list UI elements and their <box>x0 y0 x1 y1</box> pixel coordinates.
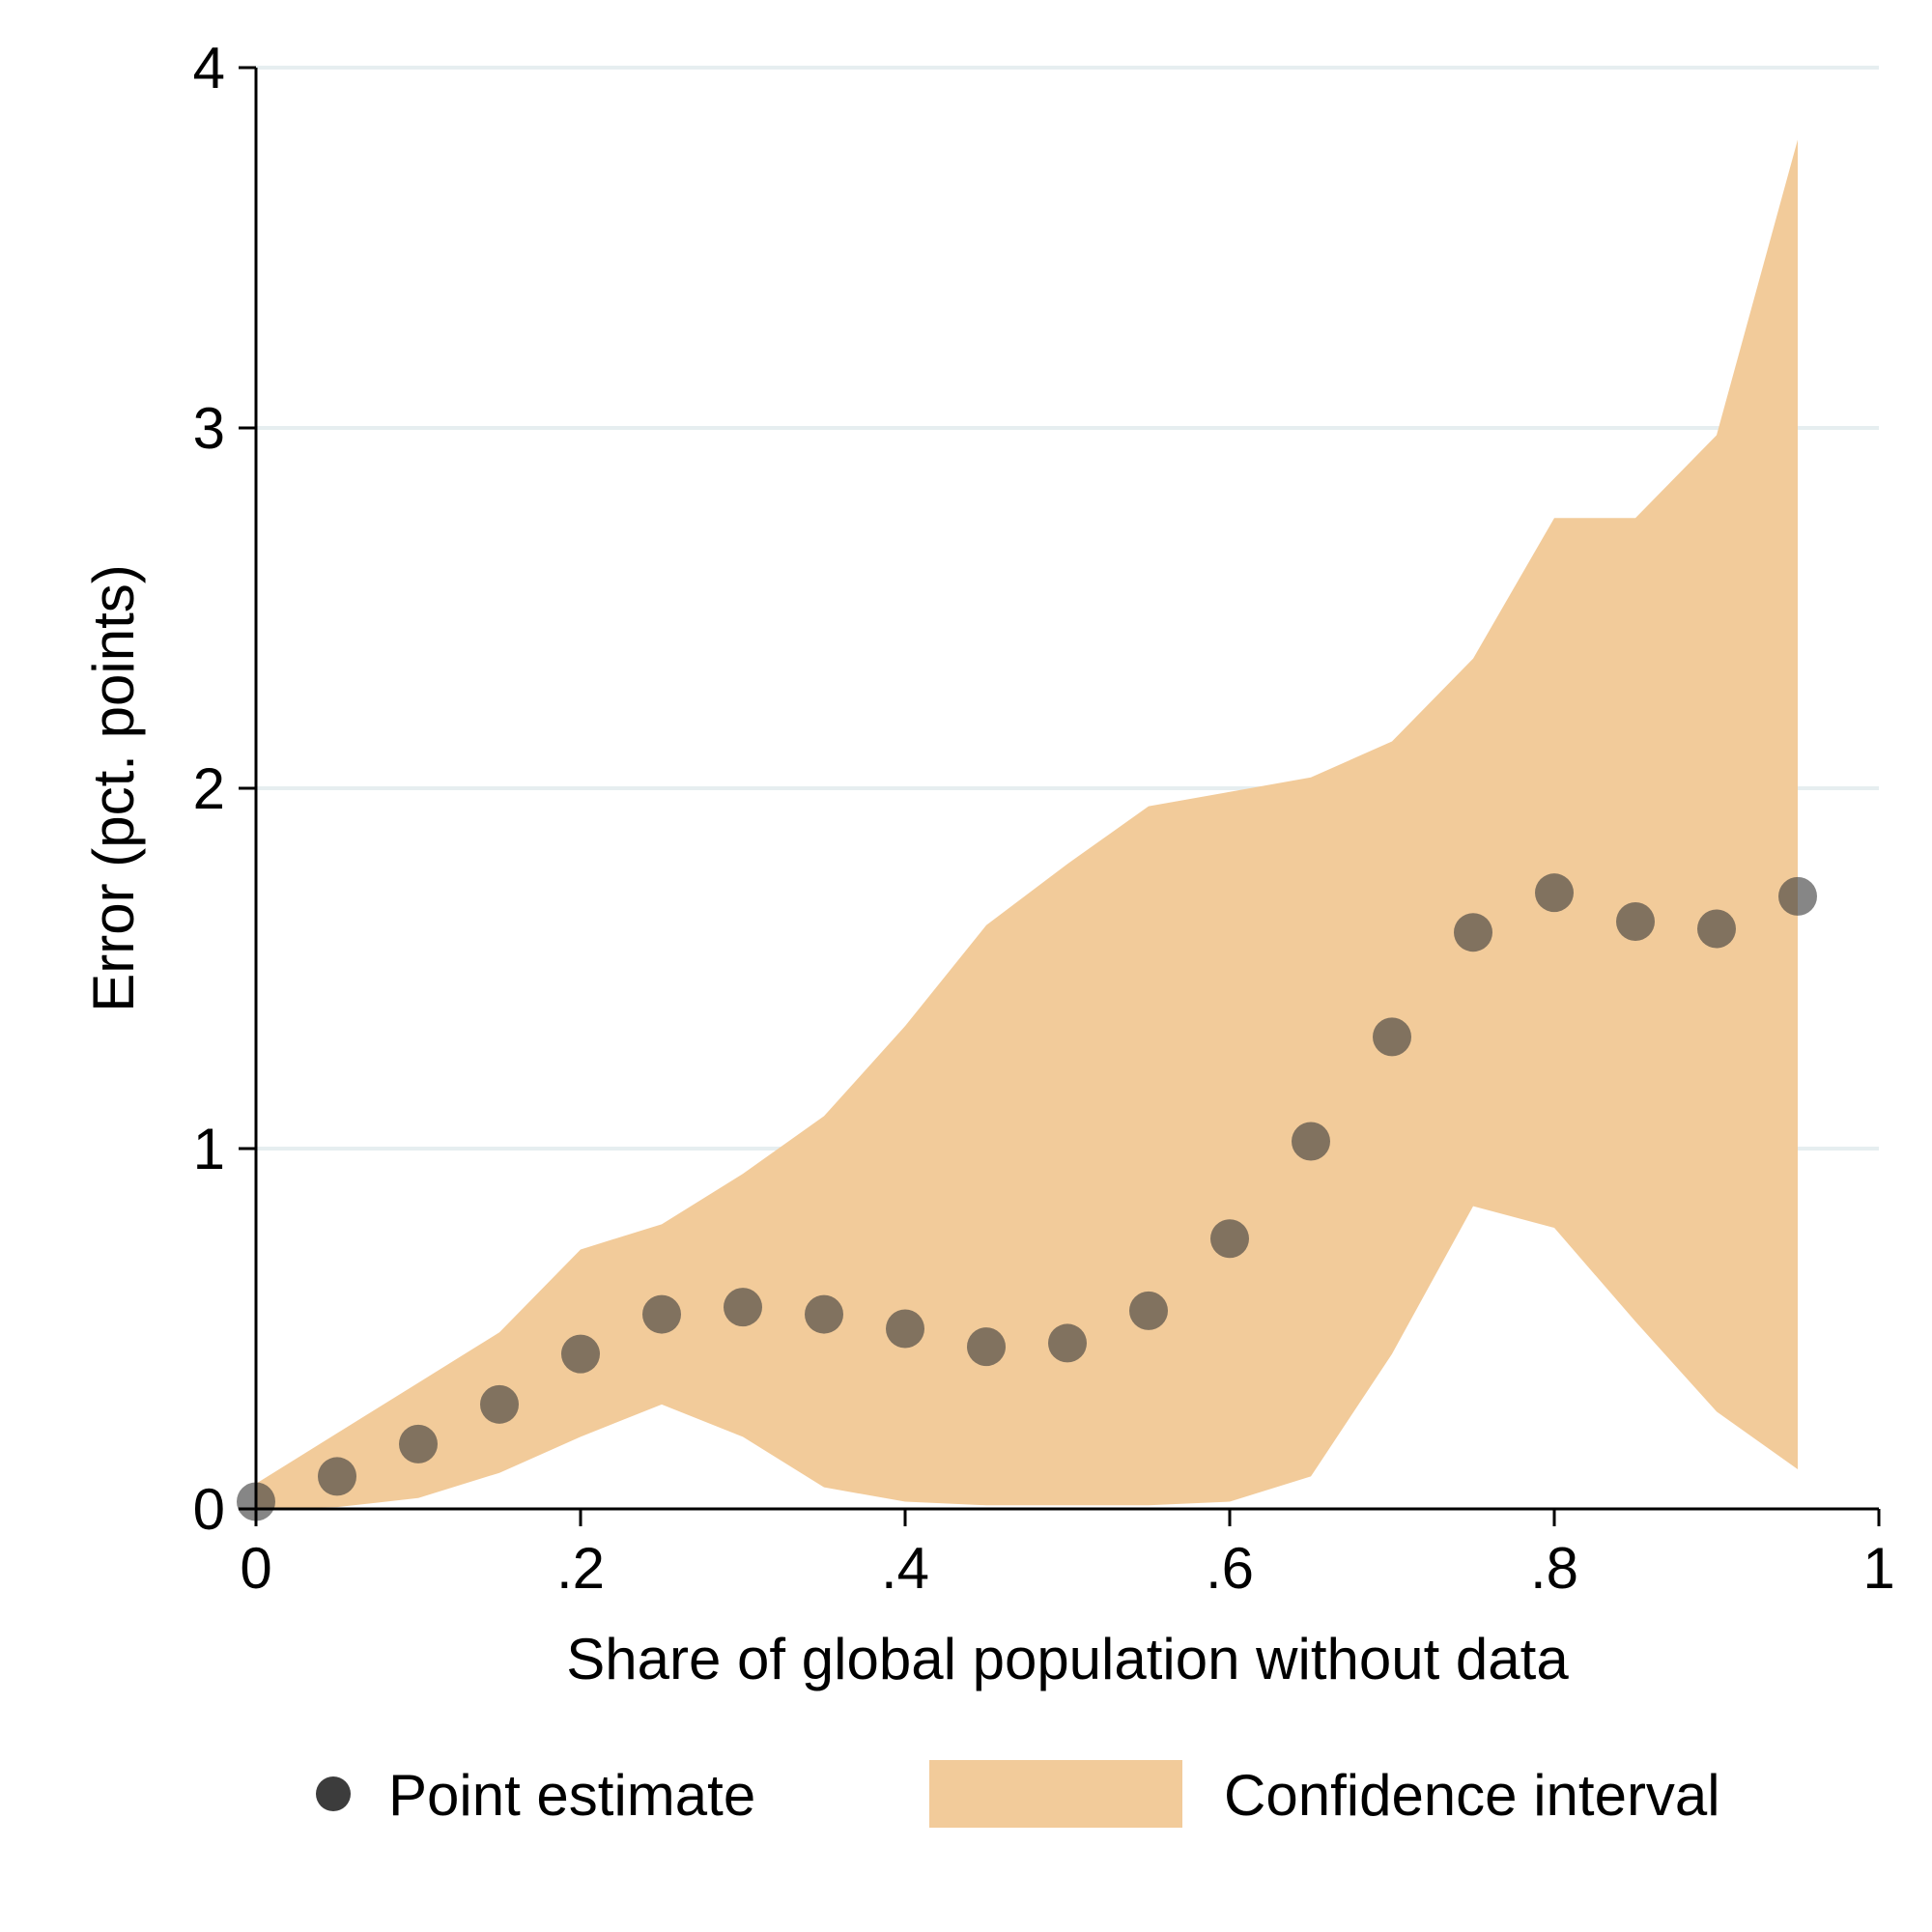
y-tick-label: 0 <box>193 1477 225 1542</box>
point-estimate-marker <box>1210 1219 1249 1259</box>
x-tick-label: .2 <box>556 1536 605 1601</box>
point-estimate-marker <box>1616 902 1655 942</box>
y-tick-label: 3 <box>193 396 225 461</box>
point-estimate-marker <box>399 1424 438 1463</box>
point-estimate-marker <box>561 1334 600 1374</box>
x-tick-label: 1 <box>1862 1536 1894 1601</box>
point-estimate-marker <box>1048 1323 1087 1363</box>
confidence-band-layer <box>256 139 1798 1510</box>
point-estimate-marker <box>480 1384 519 1424</box>
x-axis-title: Share of global population without data <box>566 1627 1569 1691</box>
y-tick-label: 4 <box>193 36 225 100</box>
ticks: 0 1 2 3 4 0 .2 .4 .6 .8 1 <box>193 36 1895 1601</box>
point-estimate-marker <box>1292 1122 1330 1161</box>
legend-band-swatch <box>929 1760 1182 1828</box>
x-tick-label: .8 <box>1530 1536 1578 1601</box>
point-estimate-marker <box>1697 909 1736 949</box>
y-tick-label: 1 <box>193 1117 225 1181</box>
confidence-interval-band <box>256 139 1798 1510</box>
point-estimate-marker <box>1373 1017 1411 1057</box>
point-estimate-marker <box>724 1288 762 1327</box>
point-estimate-marker <box>886 1309 924 1349</box>
point-estimate-marker <box>318 1457 356 1496</box>
point-layer <box>237 873 1817 1521</box>
legend: Point estimate Confidence interval <box>316 1760 1720 1828</box>
y-axis-title: Error (pct. points) <box>81 564 146 1011</box>
y-tick-label: 2 <box>193 756 225 821</box>
point-estimate-marker <box>1778 876 1817 916</box>
x-tick-label: 0 <box>240 1536 271 1601</box>
point-estimate-marker <box>967 1327 1006 1367</box>
legend-point-marker <box>316 1776 351 1811</box>
point-estimate-marker <box>1454 913 1492 952</box>
point-estimate-marker <box>642 1294 681 1334</box>
point-estimate-marker <box>1535 873 1574 913</box>
legend-label-point-estimate: Point estimate <box>388 1763 755 1828</box>
x-tick-label: .6 <box>1206 1536 1254 1601</box>
point-estimate-marker <box>1129 1291 1168 1330</box>
x-tick-label: .4 <box>881 1536 929 1601</box>
point-estimate-marker <box>805 1294 843 1334</box>
legend-label-confidence-interval: Confidence interval <box>1224 1763 1720 1828</box>
